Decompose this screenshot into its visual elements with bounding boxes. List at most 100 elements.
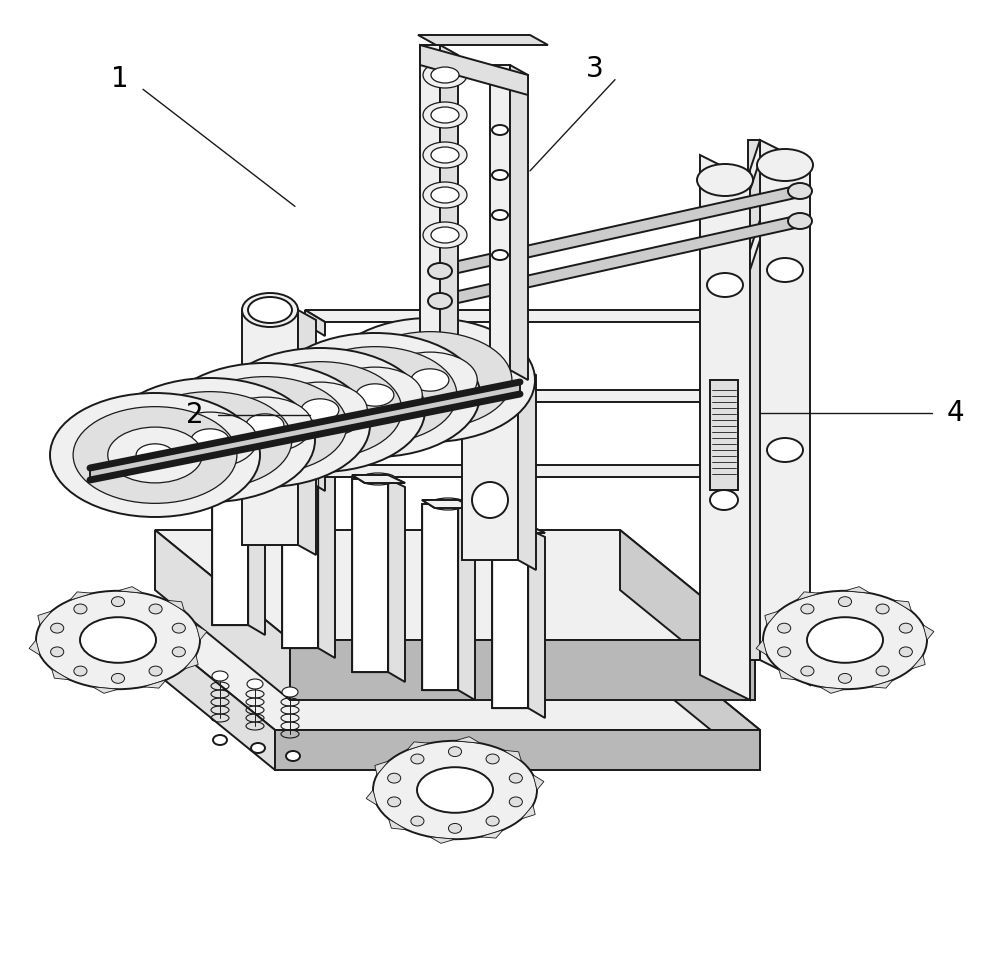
Polygon shape xyxy=(893,600,911,612)
Ellipse shape xyxy=(73,407,237,503)
Ellipse shape xyxy=(160,363,370,487)
Ellipse shape xyxy=(36,590,200,689)
Ellipse shape xyxy=(213,735,227,745)
Polygon shape xyxy=(93,686,118,693)
Polygon shape xyxy=(242,310,298,545)
Polygon shape xyxy=(422,504,458,690)
Ellipse shape xyxy=(697,164,753,196)
Ellipse shape xyxy=(431,187,459,203)
Ellipse shape xyxy=(50,393,260,517)
Ellipse shape xyxy=(251,743,265,753)
Ellipse shape xyxy=(325,318,535,442)
Ellipse shape xyxy=(248,297,292,323)
Polygon shape xyxy=(196,625,207,640)
Ellipse shape xyxy=(215,348,425,472)
Ellipse shape xyxy=(74,604,87,613)
Polygon shape xyxy=(52,669,70,680)
Polygon shape xyxy=(375,761,389,775)
Ellipse shape xyxy=(431,67,459,83)
Ellipse shape xyxy=(128,392,292,489)
Polygon shape xyxy=(212,400,265,408)
Ellipse shape xyxy=(763,590,927,689)
Ellipse shape xyxy=(111,597,125,607)
Polygon shape xyxy=(458,504,475,700)
Polygon shape xyxy=(318,444,335,658)
Ellipse shape xyxy=(428,263,452,279)
Polygon shape xyxy=(521,805,535,819)
Ellipse shape xyxy=(411,816,424,826)
Ellipse shape xyxy=(462,348,518,382)
Polygon shape xyxy=(845,587,870,593)
Polygon shape xyxy=(480,829,503,838)
Polygon shape xyxy=(275,730,760,770)
Ellipse shape xyxy=(509,773,522,783)
Polygon shape xyxy=(140,620,760,730)
Ellipse shape xyxy=(492,170,508,180)
Polygon shape xyxy=(750,140,760,190)
Polygon shape xyxy=(440,215,800,307)
Polygon shape xyxy=(528,529,545,718)
Ellipse shape xyxy=(472,482,508,518)
Polygon shape xyxy=(760,140,810,685)
Polygon shape xyxy=(305,390,325,416)
Polygon shape xyxy=(155,530,755,640)
Ellipse shape xyxy=(778,647,791,657)
Ellipse shape xyxy=(172,623,185,633)
Ellipse shape xyxy=(423,62,467,88)
Ellipse shape xyxy=(801,604,814,613)
Ellipse shape xyxy=(301,398,339,421)
Ellipse shape xyxy=(788,213,812,229)
Ellipse shape xyxy=(286,751,300,761)
Polygon shape xyxy=(765,612,779,625)
Polygon shape xyxy=(352,479,388,672)
Polygon shape xyxy=(756,640,767,656)
Polygon shape xyxy=(248,404,265,635)
Polygon shape xyxy=(184,656,198,669)
Ellipse shape xyxy=(492,125,508,135)
Ellipse shape xyxy=(247,679,263,689)
Text: 2: 2 xyxy=(186,400,204,429)
Polygon shape xyxy=(260,390,280,470)
Polygon shape xyxy=(492,525,545,533)
Ellipse shape xyxy=(411,754,424,764)
Ellipse shape xyxy=(423,182,467,208)
Ellipse shape xyxy=(448,747,462,756)
Polygon shape xyxy=(282,440,335,448)
Polygon shape xyxy=(352,475,405,483)
Polygon shape xyxy=(430,837,455,843)
Ellipse shape xyxy=(838,674,852,684)
Polygon shape xyxy=(166,600,184,612)
Ellipse shape xyxy=(388,797,401,806)
Ellipse shape xyxy=(388,773,401,783)
Ellipse shape xyxy=(373,741,537,839)
Ellipse shape xyxy=(448,824,462,833)
Polygon shape xyxy=(29,640,40,656)
Polygon shape xyxy=(282,440,335,448)
Polygon shape xyxy=(389,819,407,829)
Ellipse shape xyxy=(788,183,812,199)
Polygon shape xyxy=(700,155,750,700)
Polygon shape xyxy=(440,45,458,360)
Ellipse shape xyxy=(492,250,508,260)
Polygon shape xyxy=(422,500,475,508)
Ellipse shape xyxy=(172,647,185,657)
Ellipse shape xyxy=(431,107,459,123)
Ellipse shape xyxy=(149,604,162,613)
Ellipse shape xyxy=(899,647,912,657)
Polygon shape xyxy=(305,390,770,402)
Ellipse shape xyxy=(80,617,156,662)
Ellipse shape xyxy=(707,273,743,297)
Polygon shape xyxy=(407,742,430,750)
Ellipse shape xyxy=(290,438,326,450)
Text: 3: 3 xyxy=(586,55,604,84)
Ellipse shape xyxy=(218,397,312,453)
Polygon shape xyxy=(298,310,316,555)
Ellipse shape xyxy=(273,382,367,438)
Ellipse shape xyxy=(238,362,402,458)
Ellipse shape xyxy=(163,412,257,468)
Ellipse shape xyxy=(74,666,87,676)
Text: 1: 1 xyxy=(111,64,129,93)
Polygon shape xyxy=(462,365,518,560)
Ellipse shape xyxy=(876,604,889,613)
Ellipse shape xyxy=(149,666,162,676)
